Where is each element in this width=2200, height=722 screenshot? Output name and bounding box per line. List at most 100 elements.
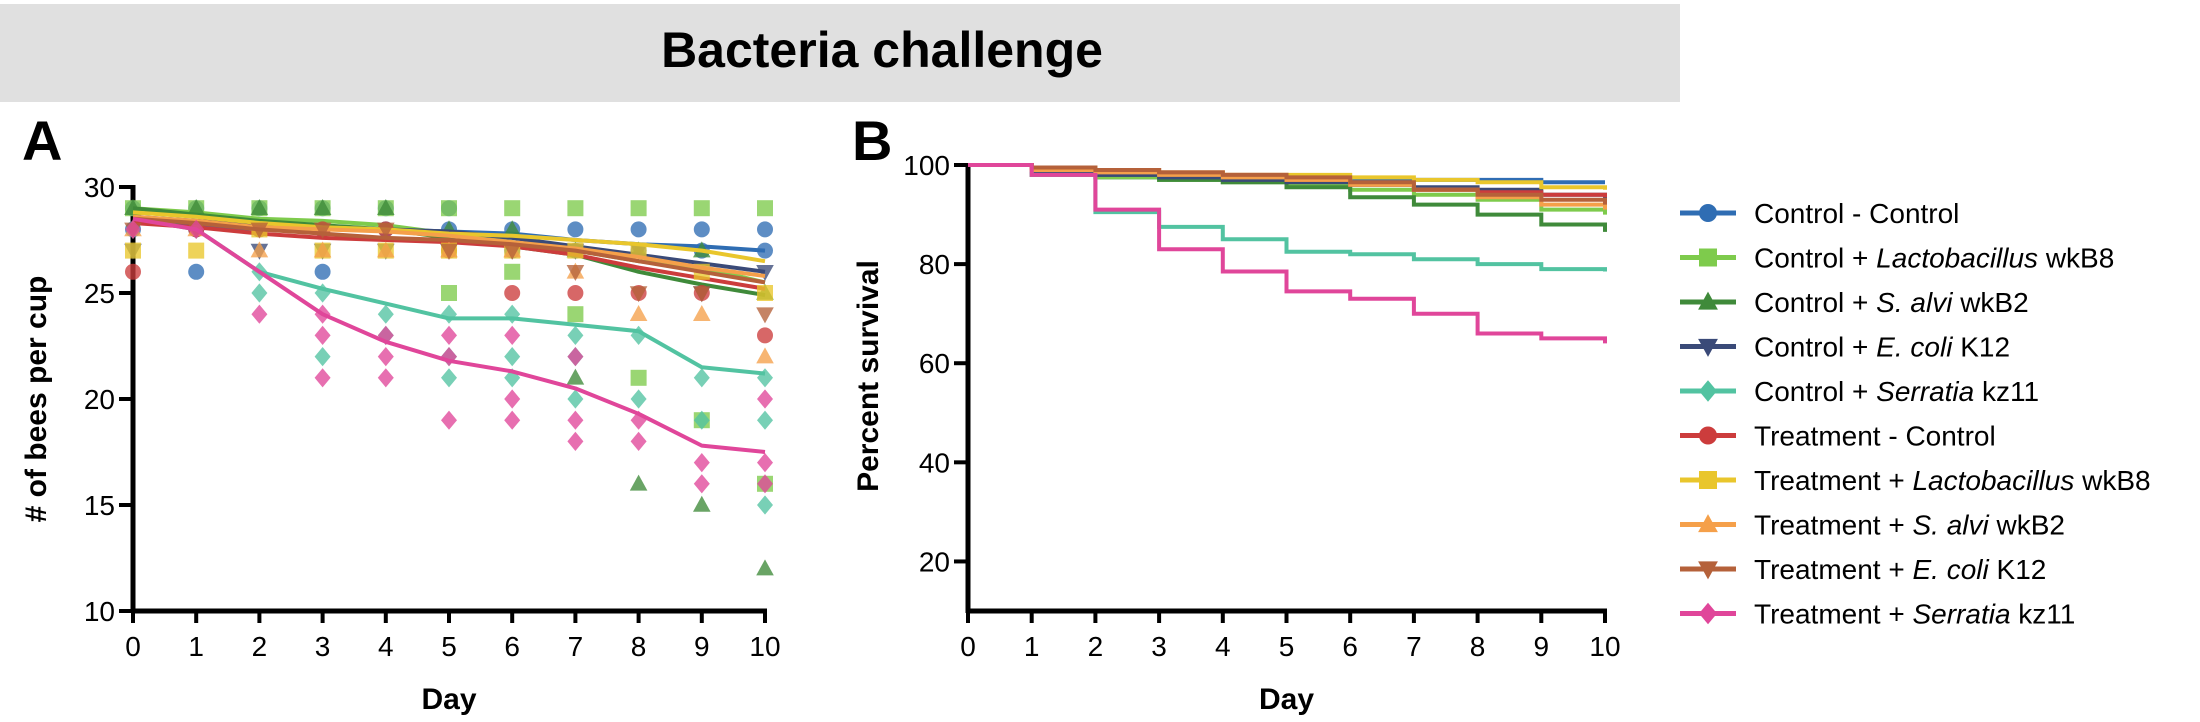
panel-b-y-tick-label: 40	[919, 447, 950, 478]
panel-a-data-point	[630, 221, 647, 238]
legend-label-taxon: E. coli	[1876, 332, 1953, 363]
legend-label: Treatment + Serratia kz11	[1754, 599, 2075, 630]
panel-a-data-point	[757, 453, 773, 473]
panel-a-data-point	[629, 305, 648, 321]
panel-b-x-tick-label: 8	[1470, 631, 1486, 662]
panel-a-data-point	[377, 347, 394, 367]
panel-a-x-tick-label: 10	[749, 631, 780, 662]
panel-a-y-tick-label: 10	[84, 596, 115, 627]
legend-marker	[1699, 204, 1717, 222]
panel-a-data-point	[377, 241, 395, 258]
panel-a-data-point	[125, 242, 141, 259]
panel-a-data-point	[314, 368, 331, 388]
legend-marker	[1698, 291, 1718, 310]
legend-label: Treatment + E. coli K12	[1754, 554, 2046, 585]
legend-label-taxon: Serratia	[1912, 599, 2010, 630]
panel-b-y-tick-label: 60	[919, 348, 950, 379]
panel-a-data-point	[377, 199, 395, 215]
legend-marker	[1698, 561, 1718, 580]
panel-a-data-point	[441, 285, 457, 301]
legend-label-strain: wkB2	[1952, 287, 2028, 318]
panel-a-data-point	[377, 325, 394, 345]
panel-a-mean-line	[132, 210, 766, 264]
panel-a-data-point	[441, 410, 457, 430]
panel-b-y-tick-label: 80	[919, 249, 950, 280]
panel-a-x-tick-label: 1	[188, 631, 204, 662]
panel-a-data-point	[693, 305, 711, 321]
panel-b-y-tick-label: 100	[903, 150, 950, 181]
panel-a-mean-line	[132, 216, 766, 454]
panel-a-data-point	[567, 200, 584, 217]
legend-label-prefix: Treatment +	[1754, 510, 1912, 541]
panel-a-data-point	[504, 200, 521, 217]
panel-a-data-point	[567, 325, 584, 345]
legend-item: Control + Serratia kz11	[1680, 376, 2039, 407]
panel-a-x-tick-label: 3	[315, 631, 331, 662]
legend-item: Control + E. coli K12	[1680, 332, 2010, 363]
panel-a-data-point	[629, 286, 648, 303]
legend-label: Control + Lactobacillus wkB8	[1754, 243, 2114, 274]
panel-a-data-point	[693, 495, 711, 512]
panel-b-x-tick-label: 10	[1589, 631, 1620, 662]
legend-label-strain: wkB2	[1989, 510, 2065, 541]
legend-label: Control + S. alvi wkB2	[1754, 287, 2029, 318]
panel-a-y-tick-label: 20	[84, 384, 115, 415]
panel-a-data-point	[440, 243, 458, 260]
panel-a-data-point	[504, 285, 521, 301]
panel-a-data-point	[313, 222, 332, 239]
legend-label: Treatment - Control	[1754, 421, 1996, 452]
panel-b-x-tick-label: 9	[1534, 631, 1550, 662]
panel-b-x-axis-title: Day	[1259, 683, 1314, 716]
panel-a-data-point	[566, 368, 585, 385]
legend-label-prefix: Control +	[1754, 332, 1876, 363]
legend-marker	[1699, 471, 1717, 489]
panel-a-data-point	[377, 222, 395, 239]
panel-a-data-point	[313, 241, 332, 258]
legend-label-taxon: Lactobacillus	[1912, 465, 2074, 496]
legend-label-prefix: Treatment +	[1754, 465, 1912, 496]
panel-a-data-point	[693, 286, 711, 303]
panel-a-data-point	[188, 242, 205, 259]
legend-label: Control + Serratia kz11	[1754, 376, 2039, 407]
legend: Control - Control Control + Lactobacillus…	[1680, 198, 2151, 630]
panel-b-x-tick-label: 0	[960, 631, 976, 662]
panel-a-x-tick-label: 0	[125, 631, 141, 662]
legend-label: Treatment + S. alvi wkB2	[1754, 510, 2065, 541]
panel-a-data-point	[503, 220, 521, 237]
panel-a-data-point	[693, 221, 710, 238]
panel-b-y-tick-label: 20	[919, 546, 950, 577]
legend-item: Control + S. alvi wkB2	[1680, 287, 2029, 318]
panel-a-data-point	[567, 285, 584, 301]
panel-a-data-point	[756, 347, 774, 364]
legend-label-prefix: Treatment +	[1754, 554, 1912, 585]
panel-a-series-treatment-serratia-kz11	[125, 216, 773, 494]
panel-a-data-point	[630, 410, 647, 430]
legend-label-taxon: S. alvi	[1876, 287, 1953, 318]
legend-label-strain: wkB8	[2038, 243, 2114, 274]
panel-a-data-point	[693, 453, 710, 473]
panel-a-data-point	[567, 389, 584, 409]
panel-a-data-point	[693, 368, 710, 388]
panel-a-x-tick-label: 6	[504, 631, 520, 662]
panel-a-data-point	[567, 306, 584, 323]
panel-a-data-point	[503, 243, 521, 260]
panel-a-data-point	[567, 347, 584, 367]
legend-item: Control - Control	[1680, 198, 1959, 229]
panel-a-x-tick-label: 2	[252, 631, 268, 662]
legend-marker	[1698, 514, 1718, 533]
panel-a-data-point	[250, 199, 269, 215]
panel-a-data-point	[125, 263, 141, 280]
panel-b-y-axis-title: Percent survival	[852, 260, 885, 492]
panel-a-data-point	[567, 410, 584, 430]
panel-a-label: A	[22, 109, 62, 172]
banner-title: Bacteria challenge	[661, 22, 1103, 78]
panel-b-label: B	[852, 109, 892, 172]
panel-a-data-point	[314, 347, 331, 367]
legend-marker	[1699, 248, 1717, 267]
panel-a-x-tick-label: 9	[694, 631, 710, 662]
panel-a-data-point	[441, 347, 457, 367]
panel-b-x-tick-label: 4	[1215, 631, 1231, 662]
legend-label-strain: K12	[1989, 554, 2047, 585]
legend-label-prefix: Control - Control	[1754, 198, 1959, 229]
